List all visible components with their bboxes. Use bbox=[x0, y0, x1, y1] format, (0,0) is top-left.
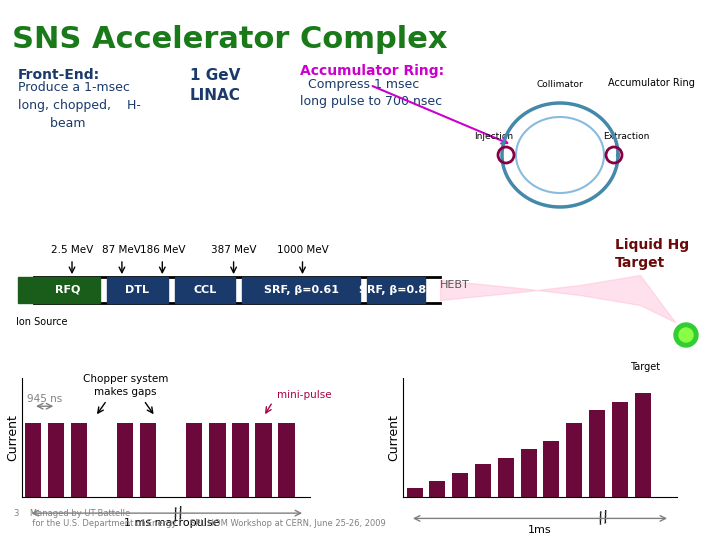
Text: 2.5 MeV: 2.5 MeV bbox=[51, 245, 93, 255]
Text: SPL HOM Workshop at CERN, June 25-26, 2009: SPL HOM Workshop at CERN, June 25-26, 20… bbox=[190, 519, 386, 528]
Text: SNS Accelerator Complex: SNS Accelerator Complex bbox=[12, 25, 448, 54]
Bar bbox=[233, 422, 248, 497]
Bar bbox=[544, 441, 559, 497]
Text: 1 ms macropulse: 1 ms macropulse bbox=[124, 517, 219, 528]
Circle shape bbox=[679, 328, 693, 342]
Text: 1ms: 1ms bbox=[528, 525, 552, 535]
Text: Collimator: Collimator bbox=[536, 80, 583, 89]
Bar bbox=[566, 423, 582, 497]
Bar bbox=[25, 422, 41, 497]
Text: RFQ: RFQ bbox=[55, 285, 80, 295]
Text: 186 MeV: 186 MeV bbox=[140, 245, 185, 255]
Bar bbox=[140, 422, 156, 497]
Bar bbox=[429, 481, 446, 497]
Bar bbox=[634, 393, 651, 497]
Text: Chopper system
makes gaps: Chopper system makes gaps bbox=[83, 374, 168, 396]
Text: SRF, β=0.61: SRF, β=0.61 bbox=[264, 285, 338, 295]
Bar bbox=[107, 277, 168, 303]
Text: 387 MeV: 387 MeV bbox=[211, 245, 256, 255]
Bar bbox=[186, 422, 202, 497]
Bar bbox=[475, 464, 491, 497]
Text: 945 ns: 945 ns bbox=[27, 394, 62, 404]
Bar bbox=[256, 422, 271, 497]
Bar bbox=[367, 277, 425, 303]
Bar bbox=[612, 402, 628, 497]
Text: Accumulator Ring: Accumulator Ring bbox=[608, 78, 695, 88]
Bar bbox=[18, 277, 34, 303]
Bar bbox=[35, 277, 100, 303]
Text: 3    Managed by UT-Battelle
       for the U.S. Department of Energy: 3 Managed by UT-Battelle for the U.S. De… bbox=[14, 509, 177, 528]
Text: Front-End:: Front-End: bbox=[18, 68, 100, 82]
Text: Ion Source: Ion Source bbox=[16, 317, 68, 327]
Bar bbox=[71, 422, 87, 497]
Circle shape bbox=[674, 323, 698, 347]
Bar bbox=[498, 458, 514, 497]
Text: DTL: DTL bbox=[125, 285, 150, 295]
Text: Accumulator Ring:: Accumulator Ring: bbox=[300, 64, 444, 78]
Y-axis label: Current: Current bbox=[6, 414, 19, 461]
Bar bbox=[279, 422, 294, 497]
Text: Injection: Injection bbox=[474, 132, 513, 141]
Bar bbox=[521, 449, 536, 497]
Bar bbox=[242, 277, 360, 303]
Bar bbox=[452, 473, 468, 497]
Text: Target: Target bbox=[630, 362, 660, 372]
Text: //: // bbox=[171, 505, 185, 523]
Bar bbox=[117, 422, 133, 497]
Text: CCL: CCL bbox=[194, 285, 217, 295]
Bar bbox=[407, 488, 423, 497]
Text: Produce a 1-msec
long, chopped,    H-
        beam: Produce a 1-msec long, chopped, H- beam bbox=[18, 81, 141, 130]
Text: Compress 1 msec
long pulse to 700 nsec: Compress 1 msec long pulse to 700 nsec bbox=[300, 78, 442, 108]
Bar bbox=[589, 410, 605, 497]
Text: //: // bbox=[597, 510, 611, 527]
Text: Liquid Hg
Target: Liquid Hg Target bbox=[615, 238, 689, 271]
Bar bbox=[210, 422, 225, 497]
Text: 1 GeV
LINAC: 1 GeV LINAC bbox=[190, 68, 241, 103]
Y-axis label: Current: Current bbox=[387, 414, 400, 461]
Bar bbox=[48, 422, 64, 497]
Text: mini-pulse: mini-pulse bbox=[277, 390, 332, 400]
Bar bbox=[175, 277, 235, 303]
Text: Extraction: Extraction bbox=[603, 132, 649, 141]
Text: 87 MeV: 87 MeV bbox=[102, 245, 141, 255]
Text: SRF, β=0.81: SRF, β=0.81 bbox=[359, 285, 433, 295]
Text: HEBT: HEBT bbox=[440, 280, 469, 290]
Text: 1000 MeV: 1000 MeV bbox=[276, 245, 328, 255]
